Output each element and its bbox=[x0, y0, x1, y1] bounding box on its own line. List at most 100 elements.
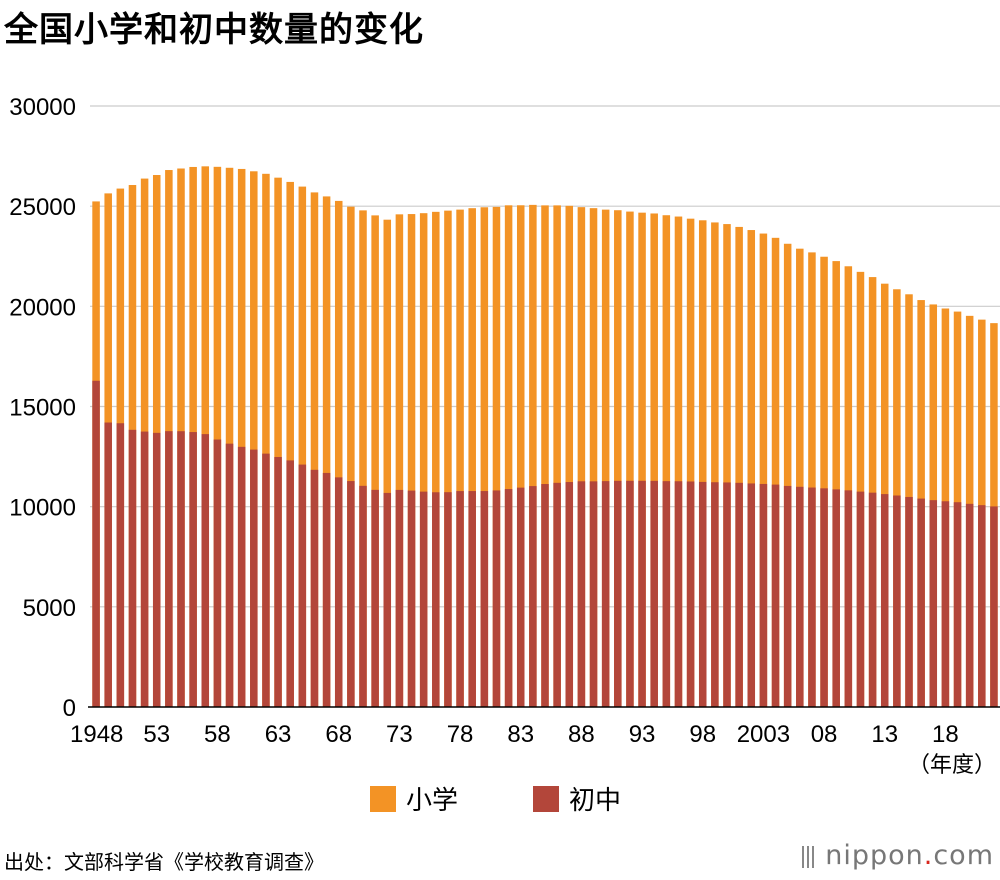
bar-middle-1948 bbox=[92, 381, 100, 707]
x-tick-label: 78 bbox=[447, 721, 474, 748]
x-axis: 1948 53 58 63 68 73 78 83 88 93 98 2003 08 13 18（年度） bbox=[70, 707, 1000, 778]
legend: 小学 初中 bbox=[0, 780, 1000, 820]
bar-middle-1982 bbox=[505, 489, 513, 707]
bar-middle-1957 bbox=[202, 434, 210, 707]
bar-middle-1970 bbox=[359, 486, 367, 707]
bar-middle-1955 bbox=[177, 431, 185, 707]
bar-middle-2021 bbox=[978, 505, 986, 707]
bar-middle-1999 bbox=[711, 482, 719, 707]
x-tick-label: 63 bbox=[265, 721, 292, 748]
bar-middle-1960 bbox=[238, 447, 246, 707]
bar-middle-2017 bbox=[930, 500, 938, 707]
bar-middle-1966 bbox=[311, 470, 319, 707]
bar-middle-2014 bbox=[893, 496, 901, 707]
x-tick-label: 1948 bbox=[70, 721, 123, 748]
bar-middle-1987 bbox=[566, 482, 574, 707]
bar-middle-1951 bbox=[129, 430, 137, 707]
bar-middle-1975 bbox=[420, 492, 428, 707]
bars bbox=[92, 166, 997, 707]
legend-swatch-primary bbox=[370, 786, 396, 812]
legend-item-primary[interactable]: 小学 bbox=[370, 780, 458, 817]
bar-middle-2011 bbox=[857, 492, 865, 707]
bar-middle-1956 bbox=[189, 432, 197, 707]
brand-name: nippon bbox=[825, 840, 924, 871]
bar-middle-1985 bbox=[541, 484, 549, 707]
bar-middle-1963 bbox=[274, 457, 282, 707]
x-tick-label: 83 bbox=[507, 721, 534, 748]
bar-middle-1974 bbox=[408, 491, 416, 707]
bar-middle-2007 bbox=[808, 488, 816, 707]
bar-middle-1990 bbox=[602, 481, 610, 707]
bar-middle-1981 bbox=[493, 490, 501, 707]
x-tick-label: 98 bbox=[689, 721, 716, 748]
brand-logo: nippon. com bbox=[802, 840, 994, 871]
bar-middle-1977 bbox=[444, 492, 452, 707]
source-note: 出处：文部科学省《学校教育调查》 bbox=[4, 846, 324, 875]
x-axis-unit: （年度） bbox=[908, 753, 996, 778]
x-tick-label: 08 bbox=[811, 721, 838, 748]
bar-middle-1962 bbox=[262, 454, 270, 707]
bar-middle-1959 bbox=[226, 444, 234, 707]
bar-middle-1986 bbox=[553, 483, 561, 707]
bar-middle-1995 bbox=[663, 481, 671, 707]
bar-middle-1967 bbox=[323, 473, 331, 707]
legend-swatch-middle bbox=[533, 786, 559, 812]
bar-middle-1998 bbox=[699, 482, 707, 707]
bar-middle-1969 bbox=[347, 481, 355, 707]
bar-middle-1973 bbox=[396, 490, 404, 707]
bar-middle-2001 bbox=[735, 483, 743, 707]
bar-middle-1992 bbox=[626, 481, 634, 707]
x-tick-label: 88 bbox=[568, 721, 595, 748]
bar-middle-2002 bbox=[748, 483, 756, 707]
x-tick-label: 13 bbox=[871, 721, 898, 748]
bar-middle-1996 bbox=[675, 481, 683, 707]
x-tick-label: 73 bbox=[386, 721, 413, 748]
bar-middle-2019 bbox=[954, 502, 962, 707]
bar-middle-1952 bbox=[141, 432, 149, 707]
bar-middle-2006 bbox=[796, 487, 804, 707]
bar-middle-1983 bbox=[517, 488, 525, 707]
bar-middle-1958 bbox=[214, 440, 222, 707]
bar-middle-2008 bbox=[820, 488, 828, 707]
bar-middle-1978 bbox=[456, 491, 464, 707]
bar-middle-2012 bbox=[869, 493, 877, 707]
bar-middle-1991 bbox=[614, 481, 622, 707]
bar-middle-2018 bbox=[942, 501, 950, 707]
y-tick-label: 10000 bbox=[9, 495, 76, 522]
bar-middle-1989 bbox=[590, 481, 598, 707]
x-tick-label: 58 bbox=[204, 721, 231, 748]
bar-middle-1950 bbox=[117, 423, 125, 707]
x-tick-label: 93 bbox=[629, 721, 656, 748]
bar-middle-2016 bbox=[917, 499, 925, 707]
bar-middle-1964 bbox=[286, 460, 294, 707]
y-tick-label: 0 bbox=[63, 695, 76, 722]
bar-middle-1949 bbox=[104, 423, 112, 707]
legend-label-middle: 初中 bbox=[569, 780, 621, 817]
bar-middle-1994 bbox=[650, 481, 658, 707]
bar-middle-1972 bbox=[384, 493, 392, 707]
bar-middle-1993 bbox=[638, 481, 646, 707]
bar-middle-1954 bbox=[165, 431, 173, 707]
bar-middle-1961 bbox=[250, 450, 258, 707]
brand-bars-icon bbox=[802, 840, 817, 871]
bar-middle-2004 bbox=[772, 485, 780, 707]
x-tick-label: 53 bbox=[143, 721, 170, 748]
bar-middle-2020 bbox=[966, 504, 974, 707]
bar-middle-1979 bbox=[468, 491, 476, 707]
bar-middle-2005 bbox=[784, 486, 792, 707]
bar-chart: 050001000015000200002500030000 1948 53 58 6… bbox=[0, 0, 1000, 780]
brand-dot: . bbox=[924, 840, 934, 871]
brand-suffix: com bbox=[933, 840, 994, 871]
legend-item-middle[interactable]: 初中 bbox=[533, 780, 621, 817]
legend-label-primary: 小学 bbox=[406, 780, 458, 817]
y-tick-label: 5000 bbox=[23, 595, 76, 622]
bar-middle-1953 bbox=[153, 433, 161, 707]
bar-middle-1984 bbox=[529, 486, 537, 707]
bar-middle-1968 bbox=[335, 477, 343, 707]
y-tick-label: 30000 bbox=[9, 94, 76, 121]
bar-middle-2022 bbox=[990, 506, 998, 707]
y-tick-label: 20000 bbox=[9, 294, 76, 321]
bar-middle-1971 bbox=[371, 490, 379, 707]
x-tick-label: 2003 bbox=[737, 721, 790, 748]
bar-middle-1965 bbox=[299, 465, 307, 707]
